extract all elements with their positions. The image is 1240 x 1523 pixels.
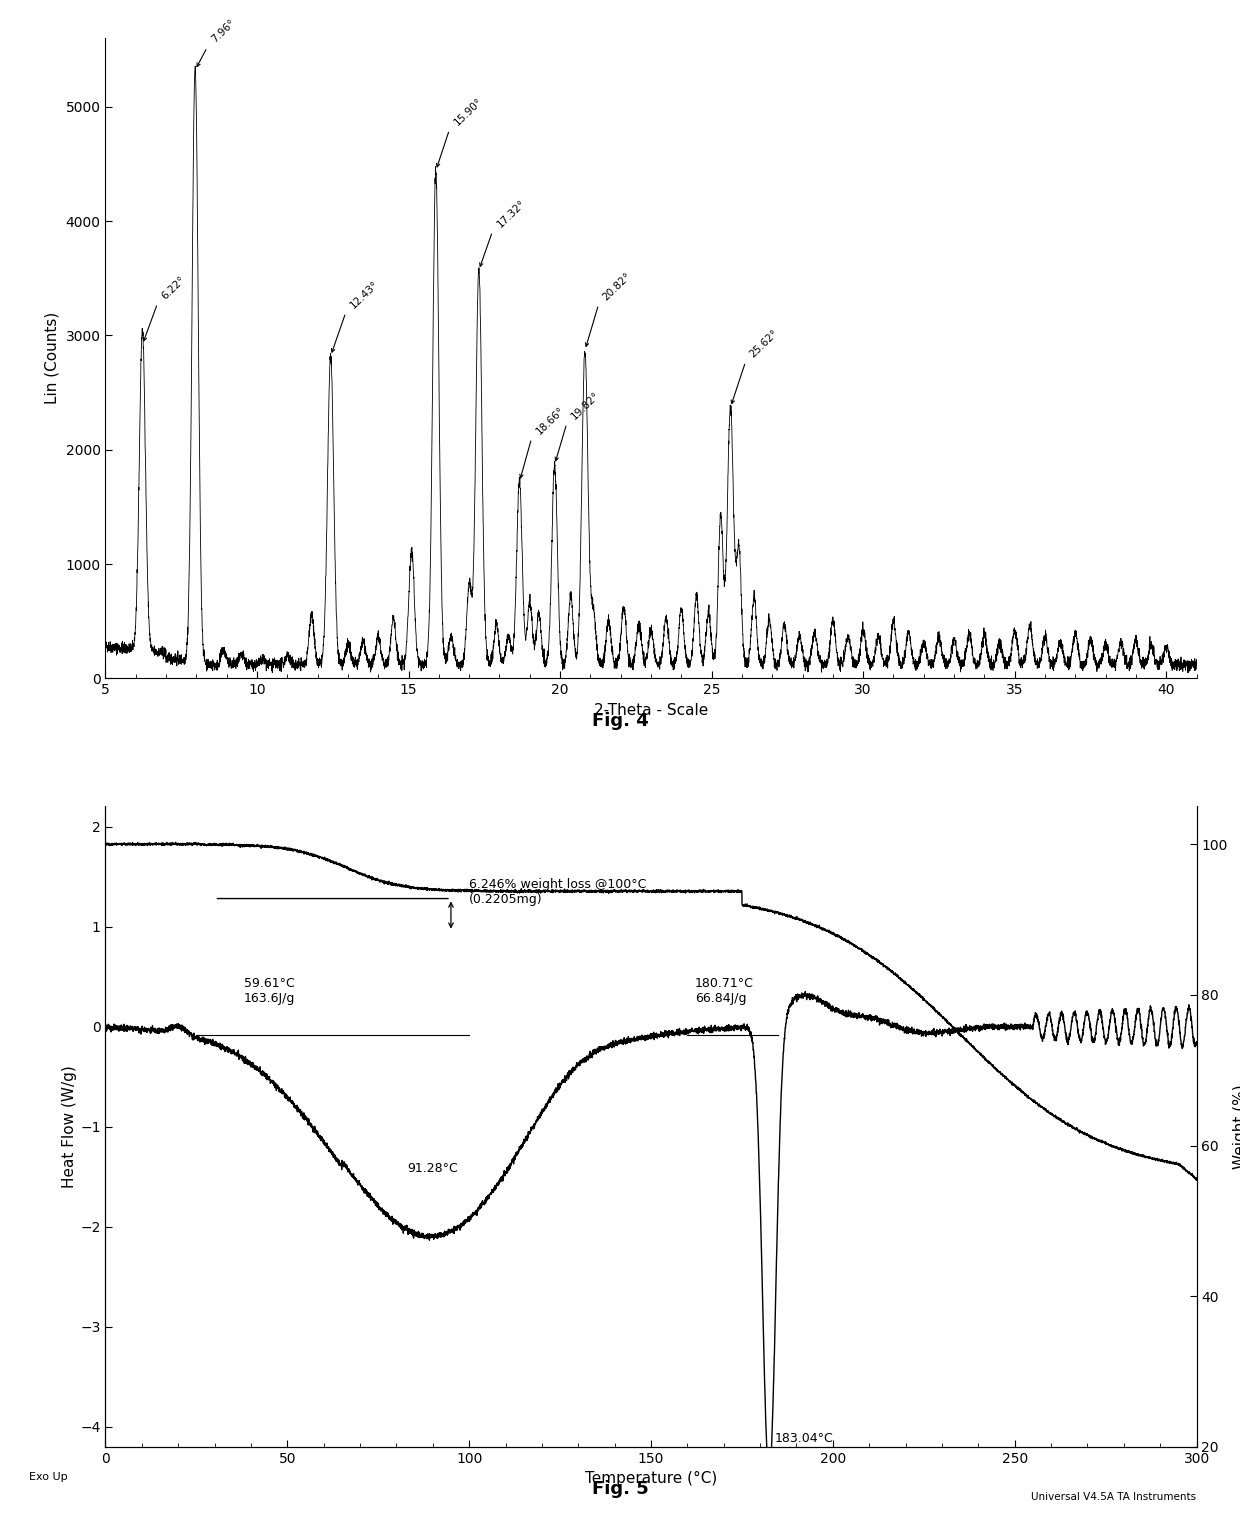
- X-axis label: Temperature (°C): Temperature (°C): [585, 1471, 717, 1486]
- Text: 18.66°: 18.66°: [534, 405, 567, 436]
- Text: 59.61°C
163.6J/g: 59.61°C 163.6J/g: [243, 976, 295, 1005]
- Text: 17.32°: 17.32°: [495, 198, 527, 228]
- Text: 91.28°C: 91.28°C: [407, 1162, 458, 1174]
- Y-axis label: Heat Flow (W/g): Heat Flow (W/g): [62, 1065, 77, 1188]
- Text: 20.82°: 20.82°: [601, 271, 634, 302]
- Text: 19.82°: 19.82°: [569, 390, 601, 422]
- Text: Exo Up: Exo Up: [29, 1473, 68, 1482]
- Text: 12.43°: 12.43°: [348, 279, 381, 311]
- Text: Universal V4.5A TA Instruments: Universal V4.5A TA Instruments: [1032, 1491, 1197, 1502]
- Text: 6.22°: 6.22°: [160, 274, 187, 302]
- Text: 25.62°: 25.62°: [748, 327, 780, 359]
- Text: 6.246% weight loss @100°C
(0.2205mg): 6.246% weight loss @100°C (0.2205mg): [469, 877, 646, 906]
- Y-axis label: Lin (Counts): Lin (Counts): [45, 312, 60, 405]
- Text: 180.71°C
66.84J/g: 180.71°C 66.84J/g: [694, 976, 754, 1005]
- Text: Fig. 4: Fig. 4: [591, 711, 649, 730]
- Text: 183.04°C: 183.04°C: [775, 1432, 833, 1445]
- Y-axis label: Weight (%): Weight (%): [1234, 1084, 1240, 1170]
- Text: Fig. 5: Fig. 5: [591, 1480, 649, 1499]
- X-axis label: 2-Theta - Scale: 2-Theta - Scale: [594, 702, 708, 717]
- Text: 15.90°: 15.90°: [451, 96, 484, 128]
- Text: 7.96°: 7.96°: [210, 18, 237, 46]
